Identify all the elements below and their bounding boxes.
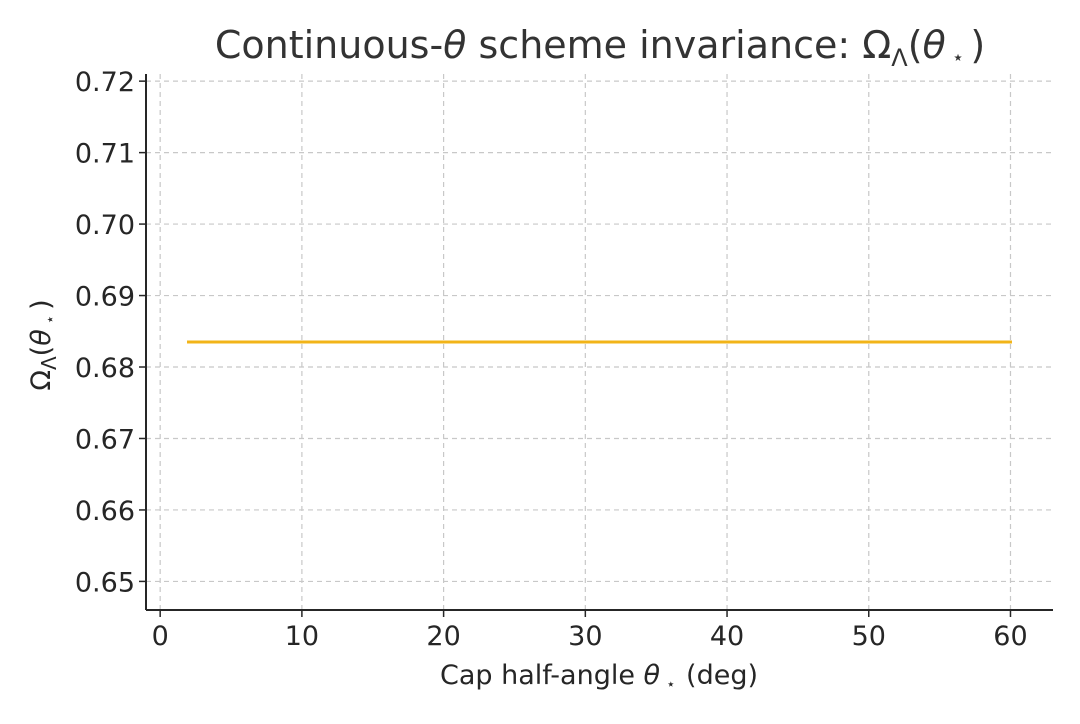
y-tick-label: 0.71 — [75, 139, 135, 170]
grid — [146, 74, 1053, 610]
x-axis-label: Cap half-angle θ ⋆ (deg) — [440, 660, 758, 693]
y-axis-label: ΩΛ(θ⋆) — [26, 299, 61, 390]
x-axis-ticks: 0 10 20 30 40 50 60 — [152, 610, 1028, 652]
y-tick-label: 0.66 — [75, 496, 135, 527]
y-tick-label: 0.70 — [75, 210, 135, 241]
axes-spines — [145, 74, 1053, 611]
x-tick-label: 60 — [993, 621, 1027, 652]
x-tick-label: 40 — [710, 621, 744, 652]
x-tick-label: 10 — [285, 621, 319, 652]
x-tick-label: 20 — [426, 621, 460, 652]
x-tick-label: 0 — [152, 621, 169, 652]
y-tick-label: 0.65 — [75, 567, 135, 598]
chart-title: Continuous-θ scheme invariance: ΩΛ(θ ⋆) — [215, 23, 985, 72]
x-tick-label: 50 — [852, 621, 886, 652]
y-axis-ticks: 0.65 0.66 0.67 0.68 0.69 0.70 0.71 0.72 — [75, 67, 146, 598]
y-tick-label: 0.72 — [75, 67, 135, 98]
y-tick-label: 0.69 — [75, 282, 135, 313]
x-tick-label: 30 — [568, 621, 602, 652]
y-tick-label: 0.67 — [75, 424, 135, 455]
y-tick-label: 0.68 — [75, 353, 135, 384]
